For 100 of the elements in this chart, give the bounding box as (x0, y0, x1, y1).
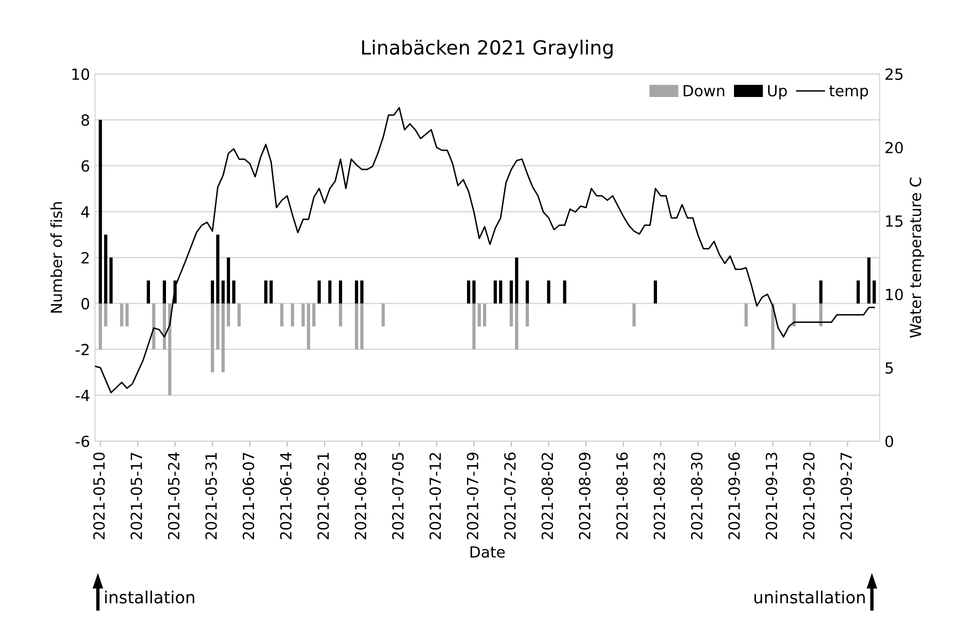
y-tick-label: 2 (82, 252, 89, 264)
bar (146, 280, 150, 304)
x-tick-label: 2021-07-19 (466, 452, 478, 540)
bar (526, 280, 529, 304)
bar (338, 280, 342, 304)
bar (162, 280, 166, 304)
y2-tick-label: 25 (886, 68, 903, 80)
bar (499, 280, 502, 304)
bar (382, 303, 385, 326)
x-tick-label: 2021-05-24 (168, 452, 180, 540)
bar (771, 303, 774, 350)
chart-title: Linabäcken 2021 Grayling (362, 40, 613, 59)
x-tick-label: 2021-08-02 (542, 453, 554, 540)
legend-label: Down (684, 85, 724, 96)
bar (338, 303, 342, 326)
bar (226, 303, 230, 326)
bar (872, 280, 876, 304)
y-tick-label: -4 (76, 390, 90, 402)
x-tick-label: 2021-09-13 (766, 452, 778, 540)
bar (526, 303, 529, 326)
y-tick-label: 8 (81, 114, 90, 126)
x-tick-label: 2021-09-27 (840, 452, 852, 540)
bar (654, 280, 658, 304)
bar (290, 303, 294, 326)
x-tick-label: 2021-08-23 (654, 452, 666, 540)
bar (510, 280, 513, 304)
bar (354, 280, 358, 304)
bar (312, 303, 316, 326)
x-tick-label: 2021-09-06 (728, 452, 740, 540)
y2-tick-label: 20 (886, 142, 903, 154)
x-tick-label: 2021-08-30 (690, 452, 703, 540)
x-tick-label: 2021-07-26 (504, 452, 516, 540)
bar (792, 303, 796, 326)
x-tick-label: 2021-06-28 (354, 452, 366, 540)
x-tick-label: 2021-05-10 (93, 452, 105, 540)
x-tick-label: 2021-07-12 (429, 453, 442, 540)
bar (238, 303, 241, 326)
bar (264, 280, 268, 304)
x-tick-label: 2021-05-31 (205, 452, 217, 540)
x-tick-label: 2021-09-20 (803, 452, 815, 540)
y-tick-label: -6 (76, 436, 90, 448)
bar (472, 280, 476, 304)
bar (744, 303, 748, 326)
bar (819, 280, 822, 304)
text: installation (105, 590, 194, 604)
legend-label: temp (829, 86, 868, 100)
bar (104, 303, 108, 326)
bar (168, 303, 172, 396)
x-tick-label: 2021-08-16 (616, 452, 628, 540)
y2-tick-label: 10 (886, 288, 903, 300)
bar (360, 280, 364, 304)
bar (120, 303, 124, 326)
x-axis-title: Date (470, 546, 505, 558)
bar (515, 303, 518, 350)
bar (216, 303, 220, 350)
bar (819, 303, 822, 326)
bar (494, 280, 497, 304)
y2-tick-label: 15 (886, 215, 903, 227)
bar (318, 280, 321, 304)
bar (632, 303, 636, 326)
x-tick-label: 2021-05-17 (130, 452, 142, 540)
bar (354, 303, 358, 350)
x-tick-label: 2021-06-07 (242, 452, 254, 540)
bar (510, 303, 513, 326)
bar (152, 303, 156, 350)
bar (302, 303, 305, 326)
y2-axis-title: Water temperature C (910, 178, 924, 338)
x-tick-label: 2021-06-14 (280, 452, 292, 540)
y-tick-label: 6 (82, 160, 90, 172)
bar (467, 280, 470, 304)
y-tick-label: 0 (81, 298, 90, 310)
bar (328, 280, 332, 304)
bar (222, 280, 225, 304)
bar (98, 120, 102, 304)
bar (98, 303, 102, 350)
bar (483, 303, 486, 326)
bar (360, 303, 364, 350)
x-tick-label: 2021-06-21 (317, 452, 329, 540)
bar (109, 258, 113, 304)
bar (867, 258, 870, 304)
bar (216, 234, 220, 304)
bar (563, 280, 566, 304)
line-series (95, 107, 875, 394)
y-tick-label: 10 (72, 68, 90, 80)
bar (280, 303, 284, 326)
bar (547, 280, 550, 304)
text: uninstallation (754, 590, 865, 604)
bar (232, 280, 236, 304)
bar (478, 303, 481, 326)
legend-label: Up (768, 85, 787, 100)
bar (226, 258, 230, 304)
x-tick-label: 2021-08-09 (578, 452, 590, 540)
bar (270, 280, 273, 304)
x-tick-label: 2021-07-05 (392, 452, 404, 540)
bar (125, 303, 129, 326)
bar (210, 303, 214, 372)
bar (210, 280, 214, 304)
bar (856, 280, 860, 304)
bar (222, 303, 225, 372)
y2-tick-label: 5 (886, 362, 893, 374)
